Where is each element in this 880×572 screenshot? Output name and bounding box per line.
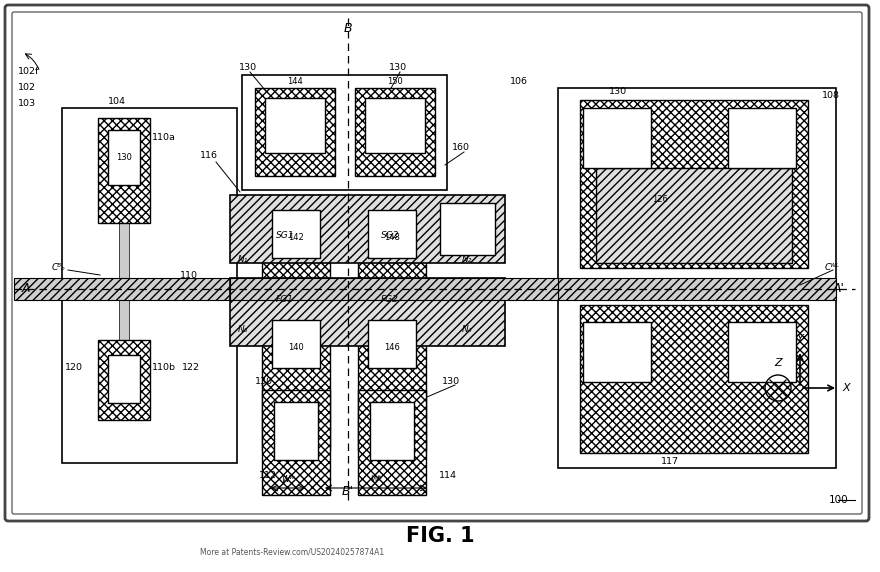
Bar [583,322,651,382]
Text: 108: 108 [822,90,840,100]
Text: 150: 150 [387,77,403,86]
Text: Wᴿ: Wᴿ [370,475,382,484]
Text: 116: 116 [200,150,218,160]
Text: 130: 130 [389,63,407,73]
Text: 130: 130 [239,63,257,73]
Bar [558,278,836,300]
Bar [230,195,505,263]
Bar [728,322,796,382]
Text: 102: 102 [18,84,36,93]
Text: 160: 160 [452,144,470,153]
Text: A: A [22,283,31,296]
Text: 110a: 110a [152,133,176,142]
Bar [440,203,495,255]
Text: More at Patents-Review.com/US20240257874A1: More at Patents-Review.com/US20240257874… [200,547,385,557]
Bar [98,340,150,420]
Text: 104: 104 [108,97,126,106]
Bar [14,278,260,300]
Text: 122: 122 [182,363,200,372]
Bar [580,100,808,268]
Text: 102f: 102f [18,67,40,77]
Bar [272,210,320,258]
Bar [368,210,416,258]
Text: B': B' [342,485,354,498]
Bar [368,320,416,368]
Text: Z: Z [774,358,781,368]
Bar [728,108,796,168]
Bar [119,223,129,340]
Text: FIG. 1: FIG. 1 [406,526,474,546]
Bar [355,88,435,176]
Bar [255,88,335,176]
Text: A': A' [833,283,845,296]
Bar [370,402,414,460]
Text: 142: 142 [288,233,304,243]
Bar [272,320,320,368]
Text: 130: 130 [255,378,273,387]
Bar [230,278,558,300]
Text: 117: 117 [661,458,679,467]
Text: Wᵂ: Wᵂ [282,475,295,484]
Text: Y: Y [796,334,803,344]
Text: N₄: N₄ [462,325,473,335]
Bar [365,98,425,153]
Text: 130: 130 [442,378,460,387]
Text: 130: 130 [609,88,627,97]
Text: 106: 106 [510,77,528,86]
Text: 110b: 110b [152,363,176,372]
FancyBboxPatch shape [5,5,869,521]
Text: FG2: FG2 [381,296,399,304]
Bar [358,390,426,495]
Text: 146: 146 [384,344,400,352]
Text: 148: 148 [384,233,400,243]
Text: SG2: SG2 [381,231,400,240]
Bar [230,278,505,346]
Bar [108,130,140,185]
Bar [242,75,447,190]
Text: 103: 103 [18,100,36,109]
Text: FG1: FG1 [276,296,294,304]
Bar [558,88,836,468]
Bar [265,98,325,153]
Text: SG1: SG1 [275,231,294,240]
Text: 144: 144 [287,77,303,86]
Bar [358,195,426,450]
Bar [583,108,651,168]
Bar [274,402,318,460]
Text: Cᵂᴸ: Cᵂᴸ [825,264,840,272]
Text: 112: 112 [259,471,277,479]
FancyBboxPatch shape [12,12,862,514]
Text: 114: 114 [439,471,457,479]
Text: B: B [344,22,352,35]
Bar [596,168,792,263]
Text: N₃: N₃ [238,325,248,335]
Bar [108,355,140,403]
Bar [262,390,330,495]
Bar [98,118,150,223]
Text: 110: 110 [180,271,198,280]
Text: Cᴮₙ: Cᴮₙ [52,264,66,272]
Text: 140: 140 [288,344,304,352]
Text: N₁: N₁ [238,256,248,264]
Text: 130: 130 [116,153,132,162]
Text: 120: 120 [65,363,83,372]
Text: 126: 126 [652,196,668,205]
Text: X: X [842,383,849,393]
Text: 100: 100 [828,495,848,505]
Text: N₂: N₂ [462,256,473,264]
Bar [580,305,808,453]
Bar [262,195,330,450]
Bar [62,108,237,463]
